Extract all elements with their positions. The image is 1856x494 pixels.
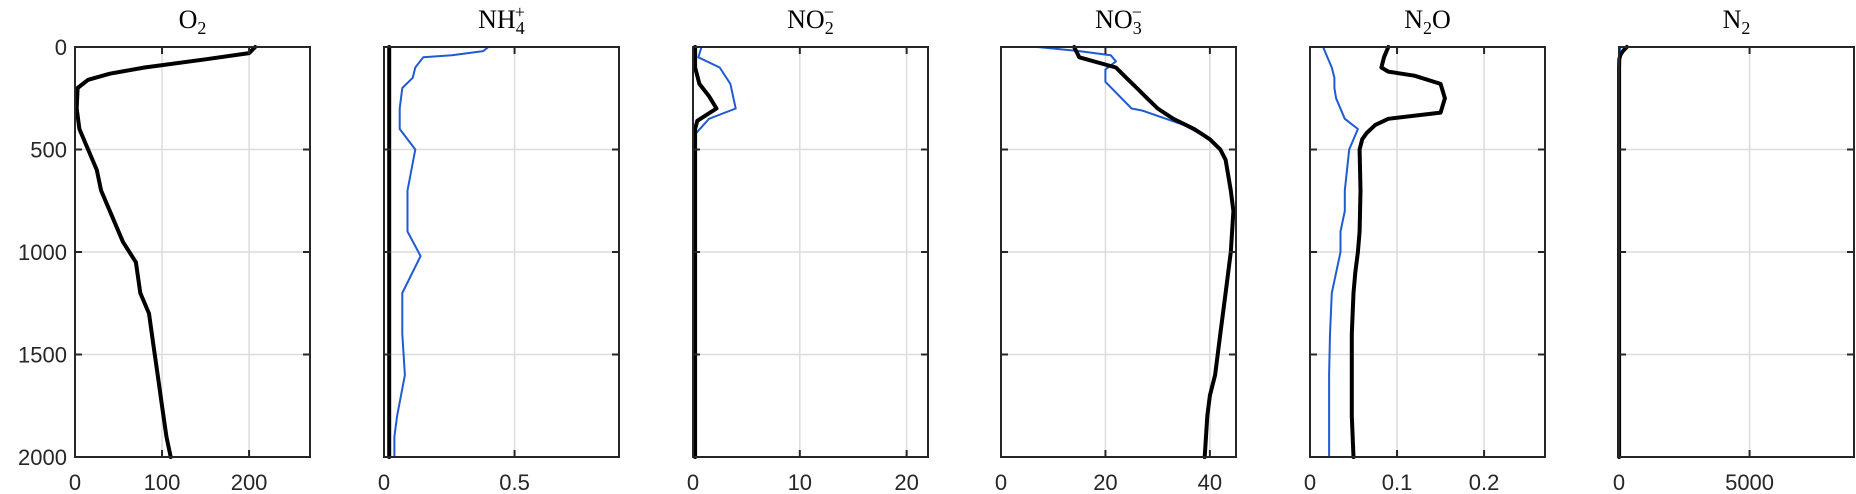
chart-title: O2​	[179, 5, 207, 38]
xtick-label: 0	[69, 470, 81, 494]
panel-5: 0 5000 N2​	[1613, 5, 1855, 494]
series-line-1	[1072, 45, 1236, 459]
chart-title: NH4+​	[478, 2, 525, 38]
xtick-label: 0	[687, 470, 699, 494]
series-line-0	[74, 45, 258, 459]
xtick-label: 20	[894, 470, 918, 494]
xtick-label: 0.1	[1382, 470, 1413, 494]
ytick-label: 0	[55, 35, 67, 60]
ytick-label: 500	[30, 138, 67, 163]
series-line-0	[393, 46, 490, 458]
xtick-label: 0	[1613, 470, 1625, 494]
series-line-1	[1349, 45, 1447, 459]
series-line-0	[1036, 46, 1211, 141]
series-line-1	[693, 45, 719, 459]
panel-4: 0 0.1 0.2 N2​O	[1304, 5, 1546, 494]
xtick-label: 10	[788, 470, 812, 494]
panel-3: 0 20 40 NO3−​	[995, 2, 1237, 494]
xtick-label: 100	[144, 470, 181, 494]
panel-1: 0 0.5 NH4+​	[378, 2, 620, 494]
chart-title: N2​O	[1404, 5, 1451, 38]
ytick-label: 1500	[18, 343, 67, 368]
xtick-label: 0.5	[499, 470, 530, 494]
xtick-label: 0	[995, 470, 1007, 494]
xtick-label: 20	[1093, 470, 1117, 494]
ytick-label: 1000	[18, 240, 67, 265]
ytick-label: 2000	[18, 445, 67, 470]
chart-title: NO2−​	[787, 2, 834, 38]
xtick-label: 200	[231, 470, 268, 494]
panel-2: 0 10 20 NO2−​	[687, 2, 929, 494]
xtick-label: 0	[1304, 470, 1316, 494]
xtick-label: 5000	[1725, 470, 1774, 494]
series-line-0	[1322, 46, 1359, 458]
xtick-label: 0.2	[1469, 470, 1500, 494]
xtick-label: 0	[378, 470, 390, 494]
xtick-label: 40	[1198, 470, 1222, 494]
chart-title: NO3−​	[1095, 2, 1142, 38]
chart-title: N2​	[1723, 5, 1751, 38]
